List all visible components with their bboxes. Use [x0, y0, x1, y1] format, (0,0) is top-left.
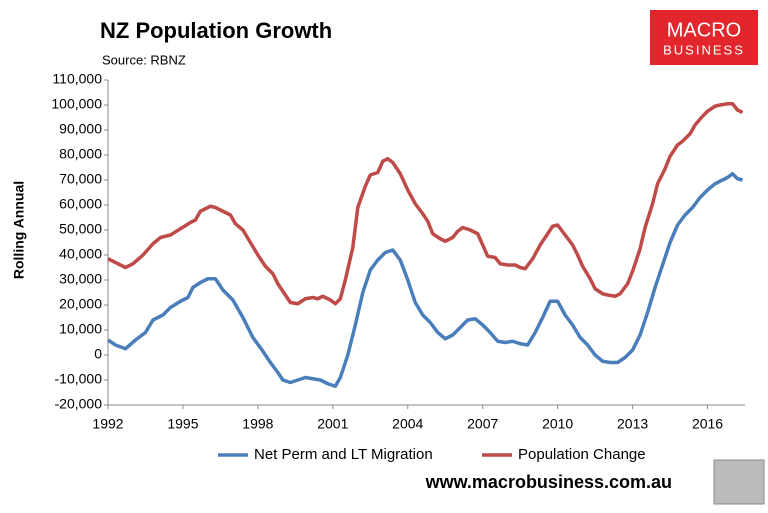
y-tick-label: 30,000 [59, 271, 102, 287]
y-tick-label: 20,000 [59, 296, 102, 312]
x-tick-label: 1995 [167, 416, 198, 432]
y-tick-label: 50,000 [59, 221, 102, 237]
legend-label: Net Perm and LT Migration [254, 446, 433, 463]
y-tick-label: -20,000 [55, 396, 103, 412]
y-tick-label: 0 [94, 346, 102, 362]
y-axis-label: Rolling Annual [11, 181, 27, 279]
chart-title: NZ Population Growth [100, 18, 332, 43]
x-tick-label: 2010 [542, 416, 573, 432]
x-tick-label: 2013 [617, 416, 648, 432]
y-tick-label: 90,000 [59, 121, 102, 137]
logo-text: MACRO [667, 19, 741, 41]
legend-label: Population Change [518, 446, 646, 463]
logo-text: BUSINESS [663, 42, 745, 57]
y-tick-label: 40,000 [59, 246, 102, 262]
x-tick-label: 2001 [317, 416, 348, 432]
chart-subtitle: Source: RBNZ [102, 52, 186, 67]
y-tick-label: 60,000 [59, 196, 102, 212]
x-tick-label: 2004 [392, 416, 423, 432]
website: www.macrobusiness.com.au [425, 472, 672, 492]
x-tick-label: 1998 [242, 416, 273, 432]
y-tick-label: 80,000 [59, 146, 102, 162]
wolf-image [713, 459, 765, 505]
series-line [107, 172, 743, 388]
y-tick-label: -10,000 [55, 371, 103, 387]
y-tick-label: 70,000 [59, 171, 102, 187]
x-tick-label: 1992 [92, 416, 123, 432]
x-tick-label: 2016 [692, 416, 723, 432]
y-tick-label: 10,000 [59, 321, 102, 337]
x-tick-label: 2007 [467, 416, 498, 432]
y-tick-label: 110,000 [52, 71, 102, 87]
series-line [107, 102, 744, 306]
y-tick-label: 100,000 [51, 96, 102, 112]
logo-box [650, 10, 758, 65]
